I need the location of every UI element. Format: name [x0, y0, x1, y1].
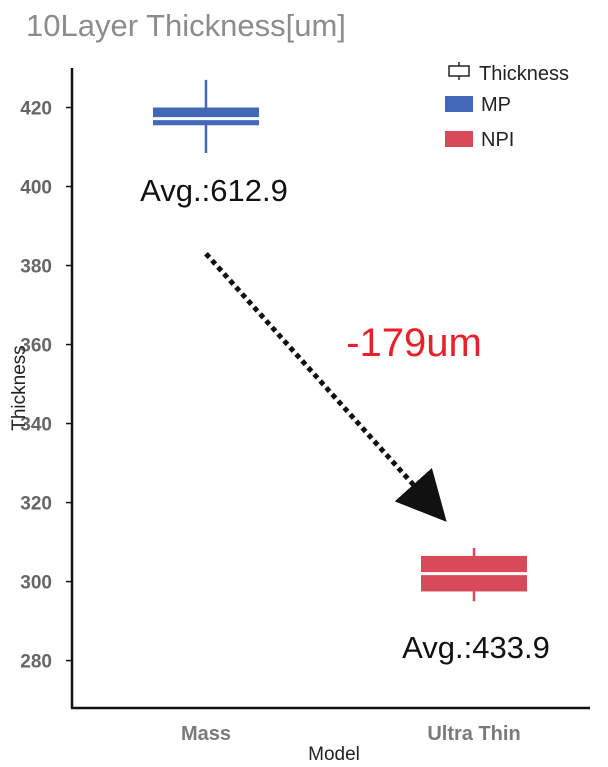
x-tick-label: Ultra Thin — [427, 723, 520, 745]
legend-swatch-npi — [445, 131, 473, 147]
decrease-arrow — [204, 252, 447, 522]
x-ticks: Mass Ultra Thin — [181, 723, 521, 745]
y-axis-label: Thickness — [9, 345, 30, 431]
x-axis-label: Model — [308, 744, 360, 765]
legend-item-npi: NPI — [445, 129, 514, 151]
avg-label-mass: Avg.:612.9 — [140, 173, 288, 208]
y-tick-label: 280 — [20, 652, 52, 673]
box-symbol-icon — [448, 65, 470, 77]
y-ticks: 280 300 320 340 360 380 400 420 — [20, 99, 72, 673]
box-plots — [153, 79, 527, 602]
y-tick-label: 320 — [20, 494, 52, 515]
legend-label-thickness: Thickness — [479, 63, 569, 85]
y-tick-label: 420 — [20, 99, 52, 120]
y-tick-label: 340 — [20, 415, 52, 436]
box-mp — [153, 79, 259, 153]
y-tick-label: 400 — [20, 178, 52, 199]
avg-label-ultra-thin: Avg.:433.9 — [402, 630, 550, 665]
y-tick-label: 360 — [20, 336, 52, 357]
delta-label: -179um — [346, 321, 482, 365]
axes — [70, 68, 590, 710]
box-body — [153, 107, 259, 126]
legend-swatch-mp — [445, 96, 473, 112]
chart-title: 10Layer Thickness[um] — [26, 8, 346, 43]
legend-item-mp: MP — [445, 94, 511, 116]
legend-label-mp: MP — [481, 94, 511, 116]
legend-label-npi: NPI — [481, 129, 514, 151]
legend-item-thickness: Thickness — [448, 62, 569, 85]
y-tick-label: 300 — [20, 573, 52, 594]
x-tick-label: Mass — [181, 723, 231, 745]
legend: Thickness MP NPI — [445, 62, 569, 151]
y-tick-label: 380 — [20, 257, 52, 278]
box-npi — [421, 548, 527, 602]
